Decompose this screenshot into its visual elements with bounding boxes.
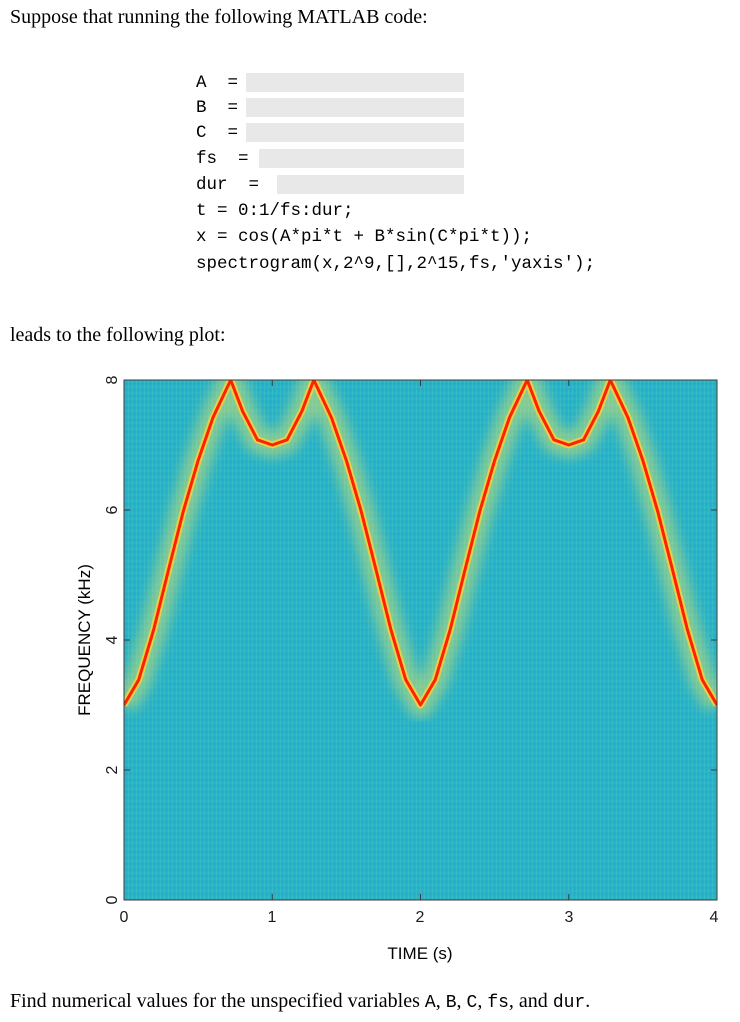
axis-ticks — [123, 379, 718, 901]
code-line-spectrogram: spectrogram(x,2^9,[],2^15,fs,'yaxis'); — [196, 254, 596, 274]
x-tick-label-0: 0 — [120, 909, 129, 926]
leads-text: leads to the following plot: — [10, 324, 226, 346]
var-c: C — [466, 993, 478, 1013]
x-axis-label: TIME (s) — [387, 944, 452, 963]
code-line-fs: fs = — [196, 149, 249, 169]
x-tick-label-4: 4 — [710, 909, 719, 926]
code-line-t: t = 0:1/fs:dur; — [196, 201, 354, 221]
code-line-x: x = cos(A*pi*t + B*sin(C*pi*t)); — [196, 227, 533, 247]
y-tick-label-2: 2 — [104, 765, 121, 774]
x-tick-label-2: 2 — [416, 909, 425, 926]
answer-blank-c[interactable] — [246, 123, 464, 142]
x-tick-label-1: 1 — [268, 909, 277, 926]
y-tick-label-4: 4 — [104, 635, 121, 644]
signal-line-layer — [124, 380, 717, 707]
var-fs: fs — [487, 993, 509, 1013]
answer-blank-a[interactable] — [246, 73, 464, 92]
question-text: Find numerical values for the unspecifie… — [10, 990, 591, 1013]
plot-area — [124, 380, 717, 900]
intro-text: Suppose that running the following MATLA… — [10, 6, 428, 28]
y-tick-label-0: 0 — [104, 895, 121, 904]
spectrogram-chart: 8 6 4 2 0 0 1 2 3 4 TIME (s) FREQUENCY (… — [75, 375, 719, 963]
code-line-dur: dur = — [196, 175, 260, 195]
code-line-c: C = — [196, 123, 239, 143]
y-axis-label: FREQUENCY (kHz) — [75, 564, 94, 716]
var-dur: dur — [552, 993, 586, 1013]
code-line-b: B = — [196, 98, 239, 118]
var-b: B — [445, 993, 457, 1013]
signal-frequency-line-0 — [124, 380, 717, 707]
x-tick-label-3: 3 — [565, 909, 574, 926]
answer-blank-dur[interactable] — [277, 175, 464, 194]
y-tick-label-6: 6 — [104, 505, 121, 514]
y-tick-label-8: 8 — [104, 375, 121, 384]
code-line-a: A = — [196, 73, 239, 93]
answer-blank-b[interactable] — [246, 98, 464, 117]
var-a: A — [424, 993, 436, 1013]
answer-blank-fs[interactable] — [259, 149, 464, 168]
